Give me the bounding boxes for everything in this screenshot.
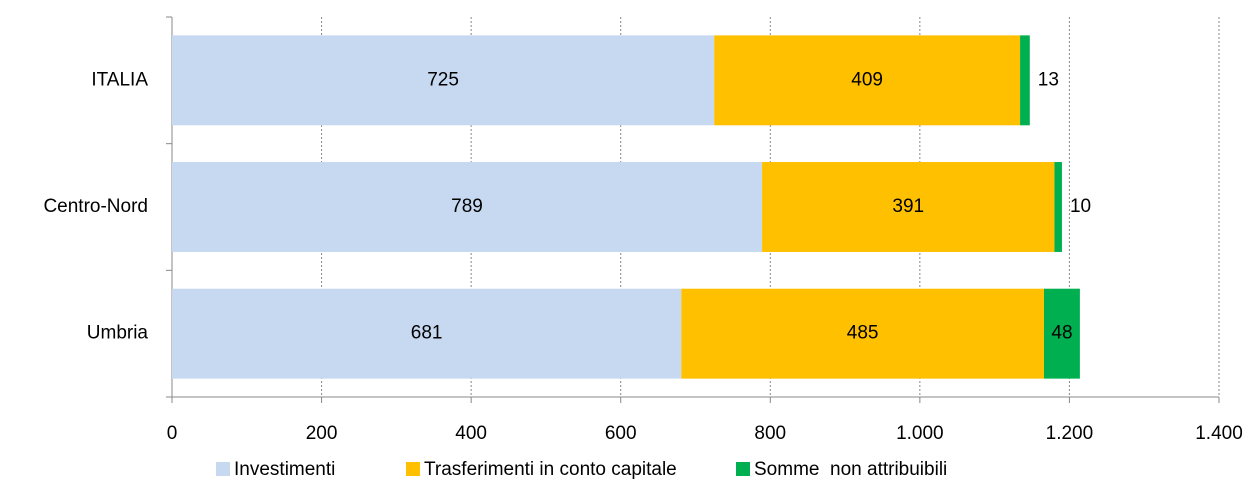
data-label: 681	[411, 323, 443, 344]
bar-segment	[714, 35, 1021, 126]
bar-segment	[1020, 35, 1030, 126]
bar-segment	[1044, 288, 1080, 379]
x-tick-label: 0	[167, 423, 178, 444]
x-tick-label: 600	[605, 423, 637, 444]
bar-segment	[762, 162, 1055, 252]
x-tick-label: 1.000	[896, 423, 944, 444]
data-label: 10	[1070, 196, 1091, 217]
x-tick-label: 200	[306, 423, 338, 444]
legend-label: Trasferimenti in conto capitale	[424, 459, 677, 480]
bar-segment	[172, 288, 682, 379]
bar-segment	[681, 288, 1045, 379]
legend-label: Investimenti	[234, 459, 335, 480]
data-label: 789	[451, 196, 483, 217]
data-label: 13	[1038, 69, 1059, 90]
legend-swatch	[216, 462, 230, 476]
legend-swatch	[736, 462, 750, 476]
y-tick-label: Umbria	[87, 323, 149, 344]
data-label: 409	[851, 69, 883, 90]
data-label: 725	[427, 69, 459, 90]
bar-segment	[172, 162, 763, 252]
legend-label: Somme non attribuibili	[754, 459, 947, 480]
bar-segment	[172, 35, 715, 126]
y-tick-label: Centro-Nord	[43, 196, 148, 217]
x-tick-label: 400	[455, 423, 487, 444]
x-tick-label: 800	[754, 423, 786, 444]
x-tick-label: 1.400	[1195, 423, 1243, 444]
bar-segment	[1054, 162, 1062, 252]
x-tick-label: 1.200	[1046, 423, 1094, 444]
data-label: 391	[892, 196, 924, 217]
data-label: 485	[847, 323, 879, 344]
legend-swatch	[406, 462, 420, 476]
y-tick-label: ITALIA	[91, 69, 148, 90]
data-label: 48	[1051, 323, 1072, 344]
